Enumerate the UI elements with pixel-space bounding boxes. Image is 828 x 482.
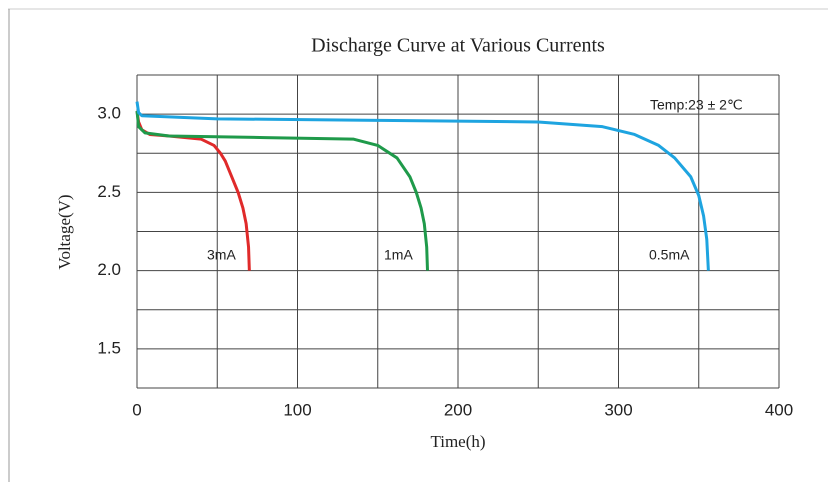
x-tick-label: 0 [132, 400, 141, 419]
y-tick-label: 2.0 [97, 260, 121, 279]
y-axis-label: Voltage(V) [55, 194, 74, 269]
y-tick-label: 1.5 [97, 338, 121, 357]
annotation: 3mA [207, 247, 236, 263]
annotation: Temp:23 ± 2℃ [650, 97, 743, 113]
line-series [135, 101, 710, 271]
y-tick-label: 3.0 [97, 104, 121, 123]
x-tick-label: 200 [444, 400, 472, 419]
chart-title: Discharge Curve at Various Currents [311, 35, 605, 57]
annotation: 0.5mA [649, 247, 690, 263]
line-series [135, 110, 430, 271]
x-tick-label: 300 [604, 400, 632, 419]
x-tick-label: 100 [283, 400, 311, 419]
y-tick-label: 2.5 [97, 182, 121, 201]
annotation: 1mA [384, 247, 413, 263]
x-tick-label: 400 [765, 400, 793, 419]
x-axis-label: Time(h) [430, 432, 485, 451]
